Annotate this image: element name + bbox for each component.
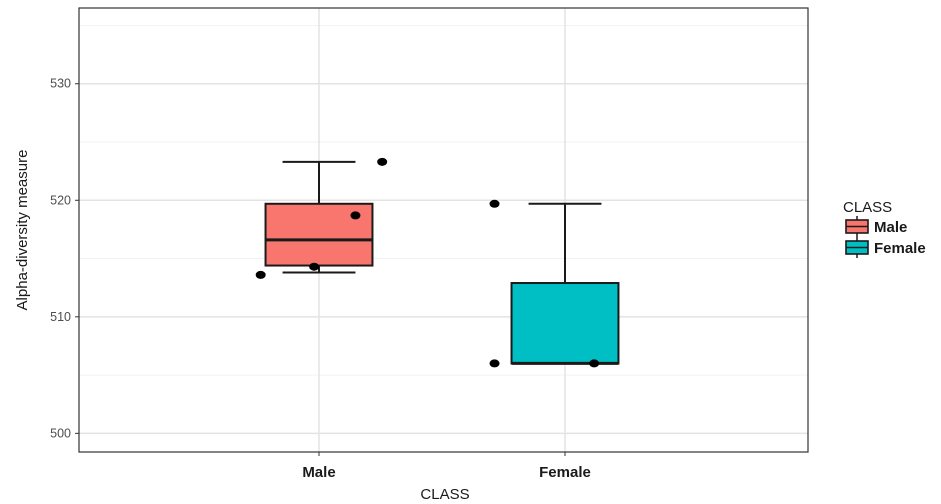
data-point — [589, 359, 600, 368]
y-tick-label: 530 — [50, 77, 71, 91]
legend-key-female — [845, 237, 869, 258]
y-tick-label: 520 — [50, 193, 71, 207]
x-axis-title: CLASS — [420, 486, 469, 503]
data-point — [489, 199, 500, 208]
y-axis-ticks: 500 510 520 530 — [50, 77, 79, 440]
data-point — [377, 157, 388, 166]
box-female — [510, 202, 620, 365]
panel-border — [78, 7, 809, 453]
data-point — [255, 270, 266, 279]
data-point — [309, 262, 320, 271]
data-point — [350, 211, 361, 220]
data-point — [489, 359, 500, 368]
points — [255, 157, 600, 368]
y-axis-title: Alpha-diversity measure — [14, 150, 31, 311]
y-tick-label: 510 — [50, 310, 71, 324]
legend-title: CLASS — [843, 199, 892, 216]
x-tick-label: Male — [302, 464, 335, 481]
x-tick-label: Female — [539, 464, 591, 481]
x-axis-ticks: Male Female — [302, 452, 591, 481]
legend-label-female: Female — [874, 240, 926, 257]
legend: CLASS Male Female — [843, 199, 926, 258]
legend-label-male: Male — [874, 219, 907, 236]
legend-key-male — [845, 216, 869, 237]
y-tick-label: 500 — [50, 426, 71, 440]
box-body — [510, 282, 620, 365]
